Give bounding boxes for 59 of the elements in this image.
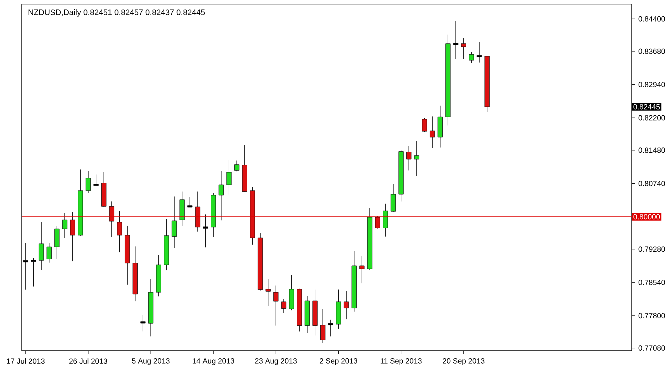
candlestick — [125, 226, 130, 286]
candlestick — [484, 56, 490, 112]
candlestick — [242, 144, 248, 192]
candlestick — [148, 279, 154, 337]
candlestick — [54, 226, 60, 260]
candlestick — [86, 170, 92, 194]
candlestick — [390, 184, 396, 213]
candlestick — [117, 210, 122, 253]
candlestick — [453, 21, 459, 60]
candlestick — [258, 232, 264, 291]
candlestick — [438, 106, 443, 148]
candlestick — [414, 140, 420, 176]
candlestick — [70, 212, 76, 262]
candlestick — [156, 255, 162, 297]
candlestick — [289, 274, 294, 311]
candlestick — [398, 150, 404, 202]
candlestick — [132, 246, 138, 302]
candlestick — [344, 290, 350, 320]
candlestick — [140, 314, 146, 332]
candlestick — [109, 202, 114, 238]
candlestick — [375, 216, 380, 229]
candlestick — [266, 279, 271, 307]
candlestick — [304, 296, 310, 334]
candlestick — [78, 170, 84, 236]
candlestick — [406, 146, 412, 171]
candlestick — [469, 52, 474, 64]
candlestick — [39, 222, 44, 270]
candlestick — [352, 250, 357, 312]
candlestick — [102, 172, 107, 208]
candlestick — [461, 38, 466, 60]
candlestick — [281, 299, 287, 314]
candlestick — [430, 116, 436, 148]
candlestick — [226, 160, 232, 196]
candlestick — [422, 118, 428, 133]
candlestick — [172, 196, 178, 249]
candlestick — [360, 256, 365, 284]
candlestick — [46, 243, 52, 264]
candlestick — [203, 214, 208, 248]
candlestick — [274, 286, 279, 326]
candlestick — [336, 290, 342, 330]
candlestick — [211, 192, 216, 238]
candlestick — [320, 308, 326, 344]
candlestick — [195, 192, 201, 232]
candlestick — [94, 174, 99, 186]
candlestick — [62, 213, 68, 238]
candlestick — [31, 258, 36, 287]
candlestick — [367, 208, 373, 270]
candlestick — [312, 290, 318, 336]
candlestick — [446, 34, 451, 126]
candlestick — [234, 160, 240, 172]
candlestick — [328, 320, 334, 337]
candlestick — [476, 42, 482, 63]
candlestick — [297, 288, 302, 332]
candlestick — [218, 170, 224, 221]
candlestick — [383, 204, 388, 237]
candlestick — [180, 192, 185, 226]
candlestick — [164, 219, 170, 271]
candlestick — [188, 197, 193, 208]
candlestick — [250, 187, 256, 246]
